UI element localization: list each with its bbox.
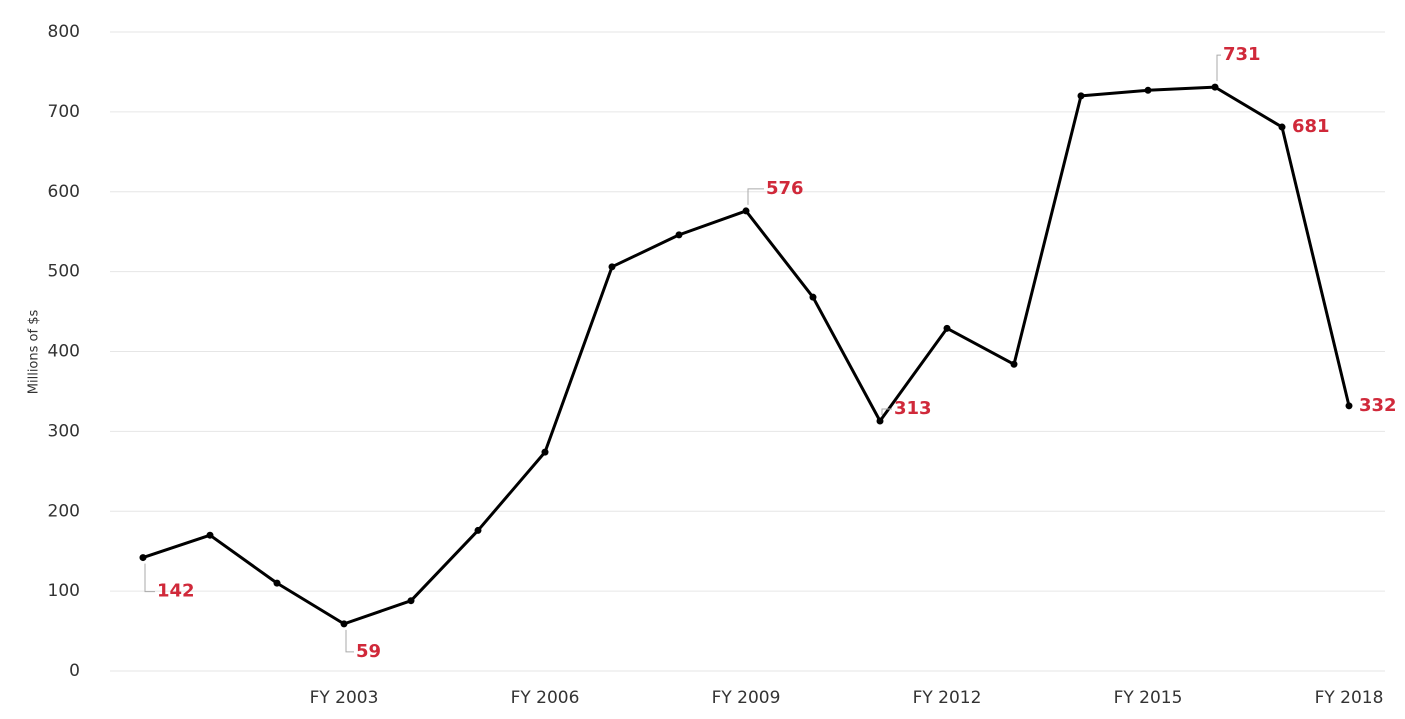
point [876,417,884,425]
data-label: 142 [157,581,195,602]
leader-line [1216,54,1221,82]
data-label: 576 [766,178,804,199]
data-label: 731 [1223,44,1261,65]
leader-line [747,188,764,205]
data-label: 681 [1292,116,1330,137]
point [541,448,549,456]
y-axis-label: Millions of $s [27,310,42,395]
point [340,620,348,628]
x-tick-label: FY 2018 [1315,688,1384,708]
point [943,324,951,332]
y-tick-label: 300 [48,421,80,441]
point [608,263,616,271]
point [675,231,683,239]
point [809,293,817,301]
point [1144,86,1152,94]
point [1345,402,1353,410]
point [206,531,214,539]
y-tick-label: 400 [48,342,80,362]
y-tick-label: 500 [48,262,80,282]
point [1077,92,1085,100]
data-label: 332 [1359,395,1397,416]
leader-line [881,408,892,415]
y-tick-label: 200 [48,501,80,521]
x-tick-label: FY 2003 [310,688,379,708]
point [1211,83,1219,91]
x-tick-label: FY 2015 [1114,688,1183,708]
x-tick-label: FY 2006 [511,688,580,708]
x-tick-label: FY 2009 [712,688,781,708]
y-tick-label: 0 [69,661,80,681]
data-label: 59 [356,641,381,662]
point [407,597,415,605]
point [1278,123,1286,131]
leader-line [144,563,155,593]
y-tick-label: 600 [48,182,80,202]
data-label: 313 [894,398,932,419]
x-tick-label: FY 2012 [913,688,982,708]
line [142,85,1351,626]
y-tick-label: 700 [48,102,80,122]
point [1010,360,1018,368]
leader-line [345,629,354,653]
y-tick-label: 800 [48,22,80,42]
point [742,207,750,215]
point [273,579,281,587]
point [474,526,482,534]
point [139,554,147,562]
y-tick-label: 100 [48,581,80,601]
